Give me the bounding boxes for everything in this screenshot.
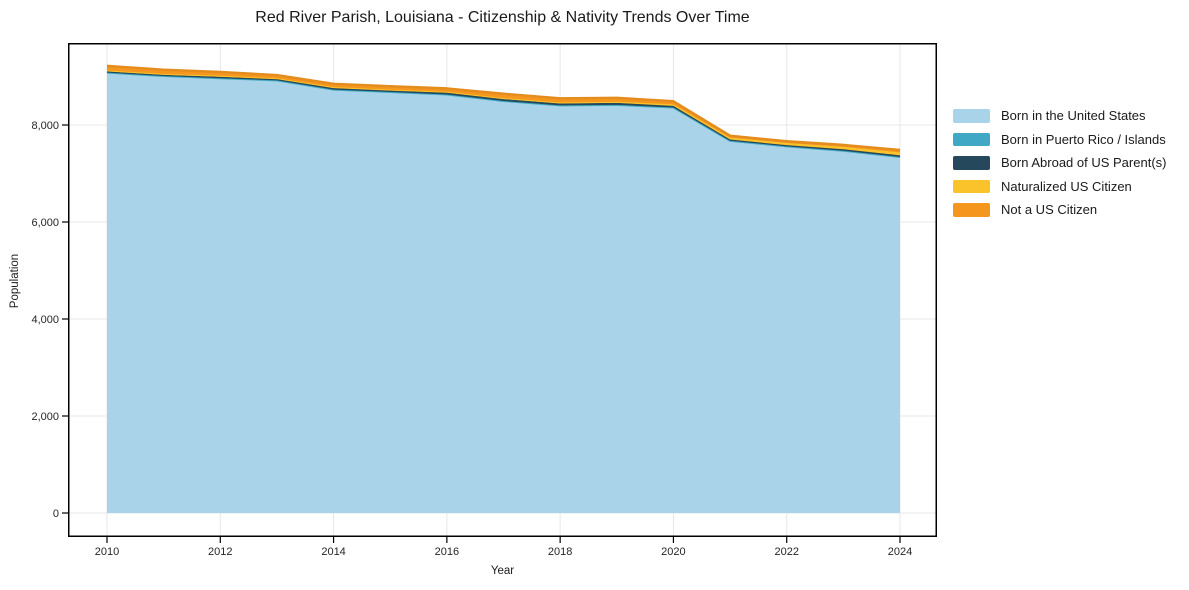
legend-label: Born in Puerto Rico / Islands [1001, 131, 1166, 147]
x-tick-label: 2024 [888, 546, 912, 558]
y-axis-label: Population [9, 253, 21, 309]
legend-swatch-icon [953, 203, 990, 217]
legend-item: Born in Puerto Rico / Islands [953, 128, 1166, 152]
legend-item: Not a US Citizen [953, 198, 1166, 222]
x-tick-label: 2010 [95, 546, 119, 558]
legend-label: Born in the United States [1001, 108, 1146, 124]
x-tick-label: 2014 [321, 546, 345, 558]
x-tick-label: 2018 [548, 546, 572, 558]
x-axis-label: Year [490, 565, 515, 577]
plot-border [68, 43, 937, 537]
legend-swatch-icon [953, 109, 990, 123]
chart-title: Red River Parish, Louisiana - Citizenshi… [255, 9, 750, 26]
legend-label: Born Abroad of US Parent(s) [1001, 155, 1167, 171]
x-tick-label: 2020 [661, 546, 685, 558]
x-tick-label: 2016 [435, 546, 459, 558]
legend-swatch-icon [953, 156, 990, 170]
area-edge-4 [106, 64, 901, 152]
y-tick-label: 4,000 [31, 314, 59, 326]
legend-swatch-icon [953, 132, 990, 146]
area-series-3 [107, 70, 900, 156]
legend: Born in the United States Born in Puerto … [953, 104, 1166, 222]
x-tick-label: 2022 [774, 546, 798, 558]
legend-label: Naturalized US Citizen [1001, 178, 1132, 194]
legend-item: Born in the United States [953, 104, 1166, 128]
y-tick-label: 6,000 [31, 217, 59, 229]
legend-label: Not a US Citizen [1001, 202, 1098, 218]
y-tick-label: 2,000 [31, 411, 59, 423]
legend-swatch-icon [953, 179, 990, 193]
x-tick-label: 2012 [208, 546, 232, 558]
area-series-0 [107, 72, 900, 514]
legend-item: Naturalized US Citizen [953, 175, 1166, 199]
legend-item: Born Abroad of US Parent(s) [953, 151, 1166, 175]
y-tick-label: 0 [53, 508, 59, 520]
y-tick-label: 8,000 [31, 120, 59, 132]
